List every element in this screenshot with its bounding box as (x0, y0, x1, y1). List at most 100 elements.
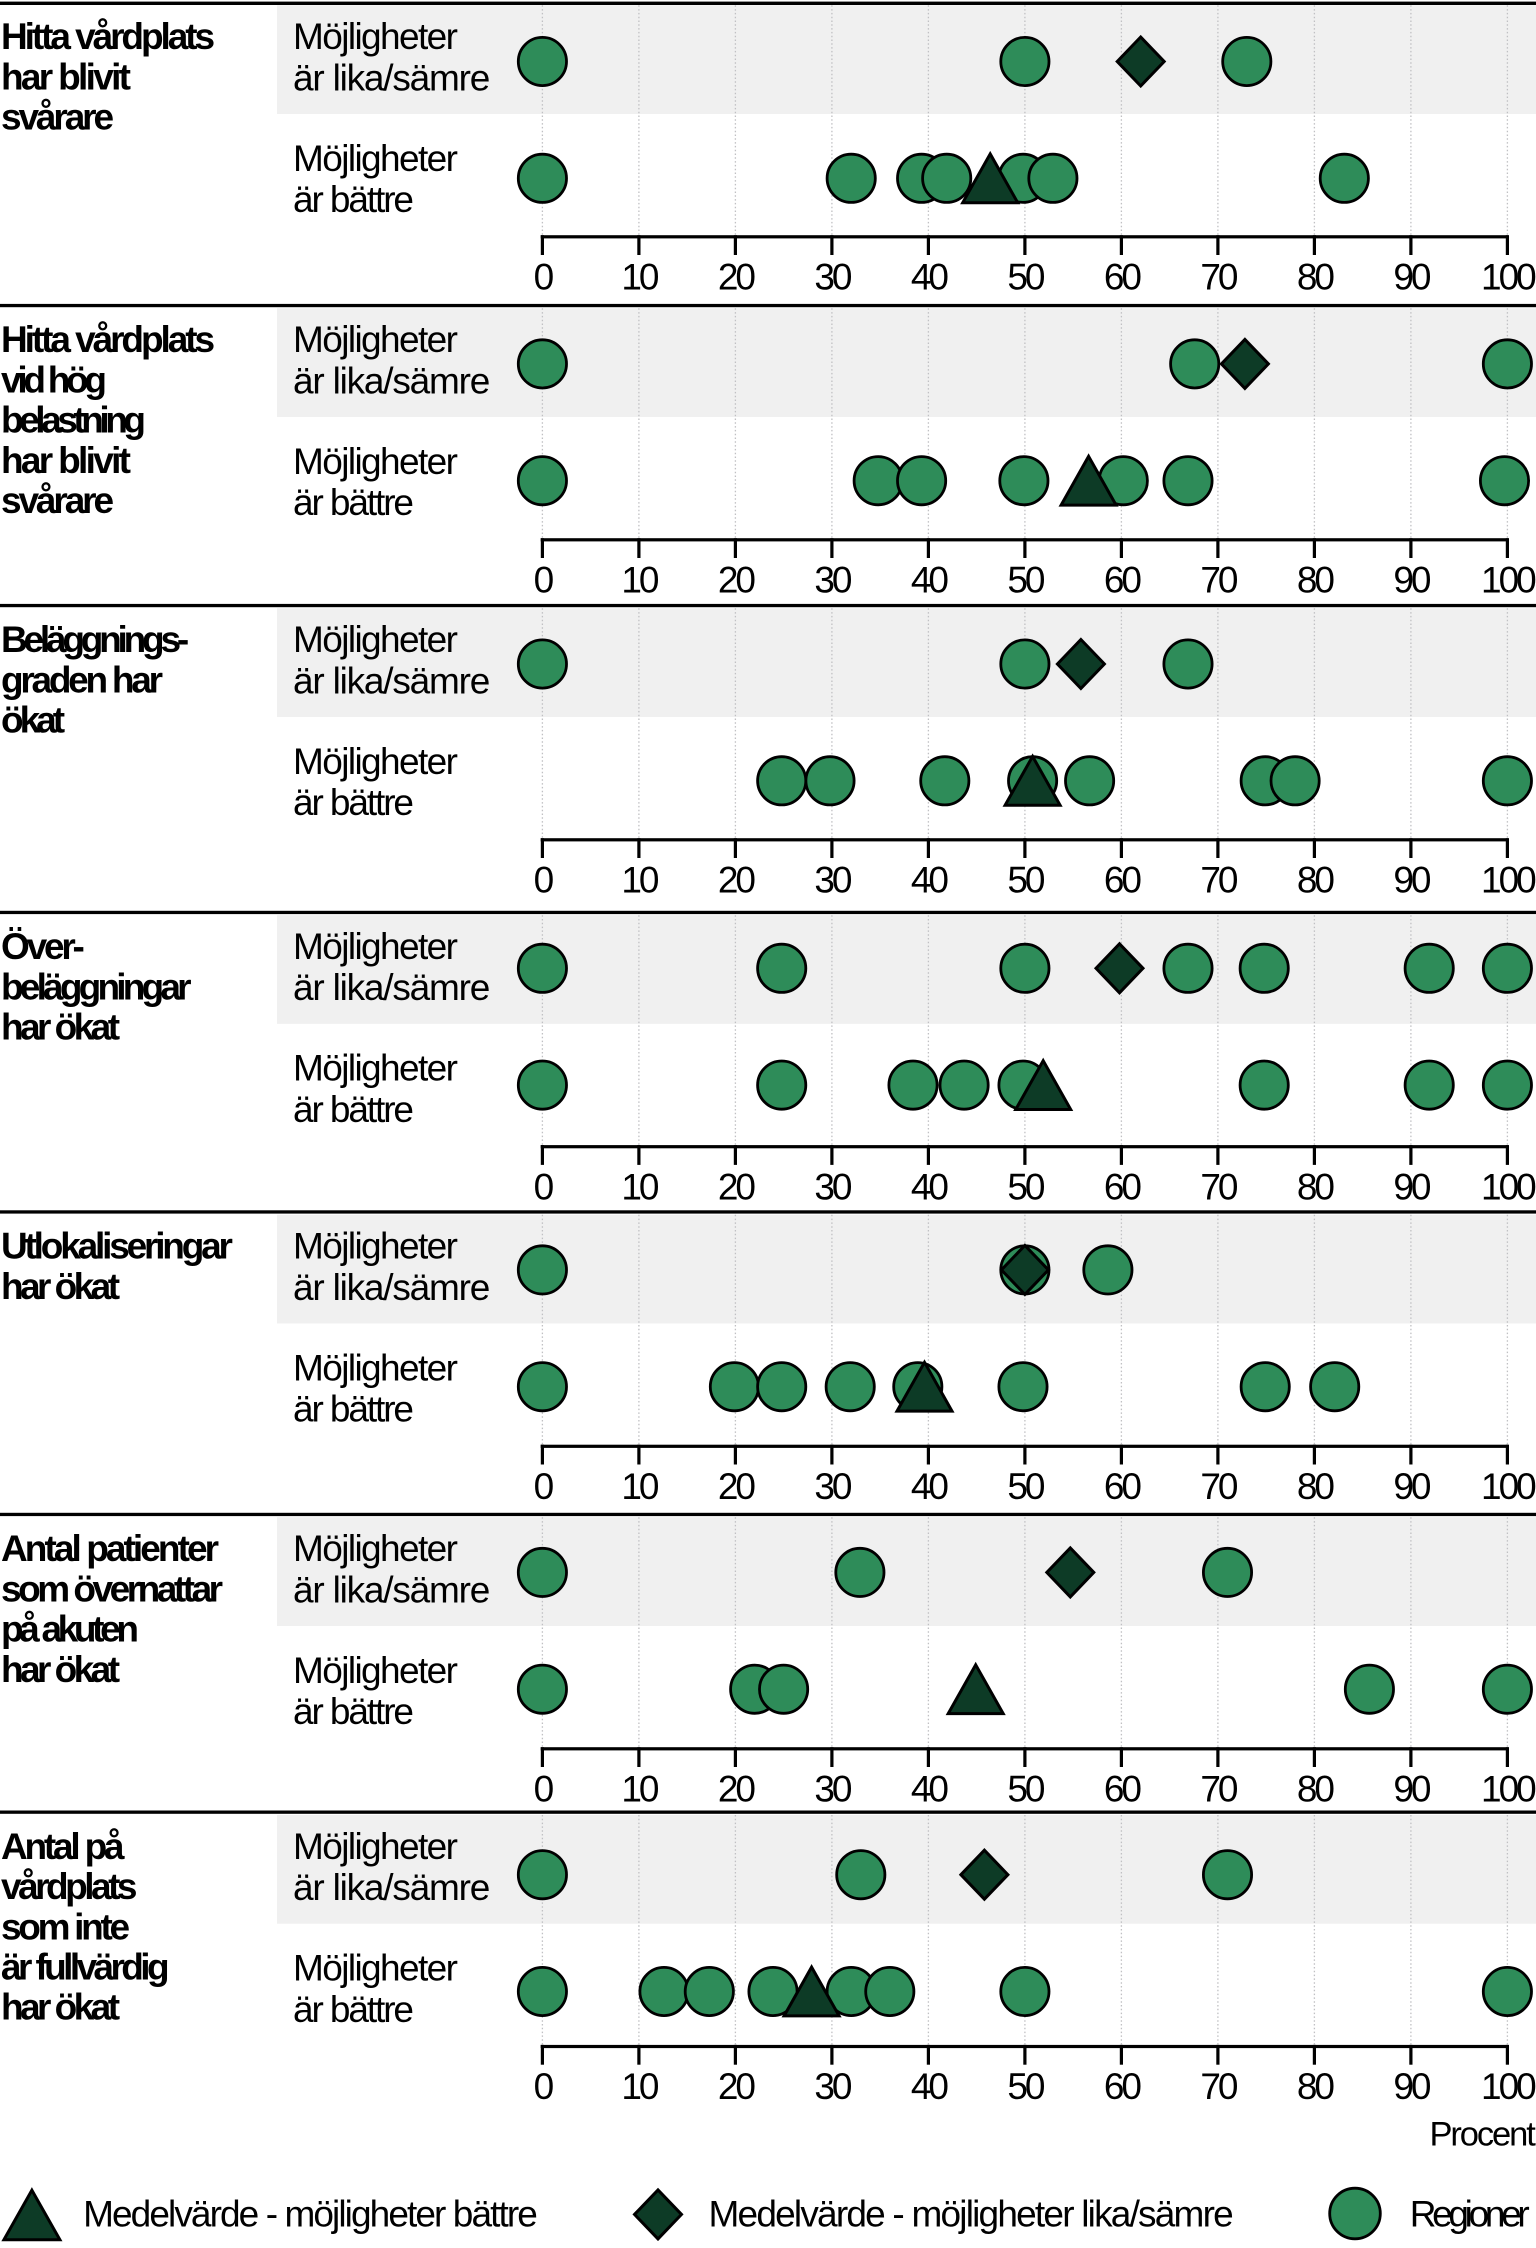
svg-text:90: 90 (1393, 1768, 1431, 1809)
svg-text:är lika/sämre: är lika/sämre (293, 360, 489, 401)
svg-text:80: 80 (1297, 256, 1335, 297)
svg-text:20: 20 (718, 859, 756, 900)
svg-text:är bättre: är bättre (293, 179, 412, 220)
svg-text:50: 50 (1007, 559, 1045, 600)
svg-text:30: 30 (814, 1466, 852, 1507)
svg-text:är bättre: är bättre (293, 1089, 412, 1130)
svg-text:Möjligheter: Möjligheter (293, 1226, 458, 1267)
svg-text:80: 80 (1297, 2066, 1335, 2107)
svg-text:30: 30 (814, 256, 852, 297)
svg-text:Procent: Procent (1429, 2115, 1536, 2153)
svg-text:20: 20 (718, 256, 756, 297)
svg-text:har ökat: har ökat (1, 1266, 120, 1307)
svg-text:är lika/sämre: är lika/sämre (293, 967, 489, 1008)
svg-text:belastning: belastning (1, 400, 144, 441)
svg-text:90: 90 (1393, 859, 1431, 900)
svg-text:60: 60 (1104, 256, 1142, 297)
svg-text:70: 70 (1200, 1768, 1238, 1809)
svg-text:på akuten: på akuten (1, 1609, 137, 1650)
svg-text:har ökat: har ökat (1, 1649, 120, 1690)
svg-text:som inte: som inte (1, 1906, 129, 1947)
svg-text:100: 100 (1481, 256, 1536, 297)
svg-text:0: 0 (534, 1166, 554, 1207)
svg-text:graden har: graden har (1, 659, 163, 700)
svg-text:som övernattar: som övernattar (1, 1568, 223, 1609)
svg-text:70: 70 (1200, 1466, 1238, 1507)
svg-text:60: 60 (1104, 2066, 1142, 2107)
svg-text:10: 10 (621, 1466, 659, 1507)
svg-text:Möjligheter: Möjligheter (293, 1650, 458, 1691)
svg-text:50: 50 (1007, 1768, 1045, 1809)
svg-text:0: 0 (534, 1466, 554, 1507)
svg-text:är bättre: är bättre (293, 1389, 412, 1430)
svg-text:Möjligheter: Möjligheter (293, 319, 458, 360)
svg-text:50: 50 (1007, 2066, 1045, 2107)
svg-text:beläggningar: beläggningar (1, 966, 191, 1007)
svg-text:Möjligheter: Möjligheter (293, 16, 458, 57)
svg-text:Regioner: Regioner (1410, 2194, 1530, 2235)
svg-text:ökat: ökat (1, 700, 65, 741)
svg-text:90: 90 (1393, 1166, 1431, 1207)
svg-text:Beläggnings-: Beläggnings- (1, 619, 188, 660)
svg-text:Möjligheter: Möjligheter (293, 1826, 458, 1867)
svg-text:40: 40 (911, 1166, 949, 1207)
svg-text:0: 0 (534, 559, 554, 600)
svg-text:70: 70 (1200, 2066, 1238, 2107)
svg-text:svårare: svårare (1, 480, 113, 521)
svg-text:har blivit: har blivit (1, 56, 131, 97)
svg-text:är bättre: är bättre (293, 1989, 412, 2030)
svg-text:20: 20 (718, 1768, 756, 1809)
svg-text:80: 80 (1297, 1466, 1335, 1507)
svg-text:Möjligheter: Möjligheter (293, 1347, 458, 1388)
svg-text:100: 100 (1481, 1768, 1536, 1809)
svg-text:är bättre: är bättre (293, 1691, 412, 1732)
svg-text:0: 0 (534, 256, 554, 297)
svg-text:40: 40 (911, 559, 949, 600)
svg-text:60: 60 (1104, 859, 1142, 900)
svg-text:30: 30 (814, 1166, 852, 1207)
svg-text:20: 20 (718, 2066, 756, 2107)
svg-text:Möjligheter: Möjligheter (293, 1948, 458, 1989)
svg-text:Medelvärde - möjligheter lika/: Medelvärde - möjligheter lika/sämre (709, 2194, 1233, 2235)
svg-text:Möjligheter: Möjligheter (293, 138, 458, 179)
svg-text:90: 90 (1393, 2066, 1431, 2107)
svg-text:Möjligheter: Möjligheter (293, 619, 458, 660)
svg-text:10: 10 (621, 1768, 659, 1809)
svg-text:är bättre: är bättre (293, 482, 412, 523)
svg-text:Medelvärde - möjligheter bättr: Medelvärde - möjligheter bättre (83, 2194, 536, 2235)
svg-text:Antal patienter: Antal patienter (1, 1528, 219, 1569)
svg-text:har ökat: har ökat (1, 1987, 120, 2028)
svg-text:Antal på: Antal på (1, 1826, 125, 1867)
svg-text:Utlokaliseringar: Utlokaliseringar (1, 1226, 233, 1267)
svg-text:10: 10 (621, 256, 659, 297)
svg-text:Hitta vårdplats: Hitta vårdplats (1, 16, 214, 57)
svg-text:Möjligheter: Möjligheter (293, 441, 458, 482)
svg-text:80: 80 (1297, 1166, 1335, 1207)
svg-text:100: 100 (1481, 559, 1536, 600)
svg-text:40: 40 (911, 2066, 949, 2107)
svg-text:30: 30 (814, 559, 852, 600)
svg-text:Möjligheter: Möjligheter (293, 1528, 458, 1569)
svg-text:Möjligheter: Möjligheter (293, 926, 458, 967)
svg-text:40: 40 (911, 256, 949, 297)
svg-text:30: 30 (814, 1768, 852, 1809)
svg-text:80: 80 (1297, 559, 1335, 600)
svg-text:vårdplats: vårdplats (1, 1866, 137, 1907)
svg-text:0: 0 (534, 2066, 554, 2107)
svg-text:70: 70 (1200, 559, 1238, 600)
svg-text:100: 100 (1481, 1166, 1536, 1207)
svg-text:40: 40 (911, 859, 949, 900)
svg-text:60: 60 (1104, 559, 1142, 600)
svg-text:vid hög: vid hög (1, 359, 105, 400)
svg-text:är lika/sämre: är lika/sämre (293, 1867, 489, 1908)
svg-text:80: 80 (1297, 859, 1335, 900)
svg-text:har blivit: har blivit (1, 440, 131, 481)
svg-text:80: 80 (1297, 1768, 1335, 1809)
svg-text:50: 50 (1007, 256, 1045, 297)
svg-text:70: 70 (1200, 859, 1238, 900)
svg-text:30: 30 (814, 2066, 852, 2107)
svg-text:70: 70 (1200, 256, 1238, 297)
svg-text:är lika/sämre: är lika/sämre (293, 660, 489, 701)
svg-text:90: 90 (1393, 559, 1431, 600)
svg-text:Möjligheter: Möjligheter (293, 741, 458, 782)
